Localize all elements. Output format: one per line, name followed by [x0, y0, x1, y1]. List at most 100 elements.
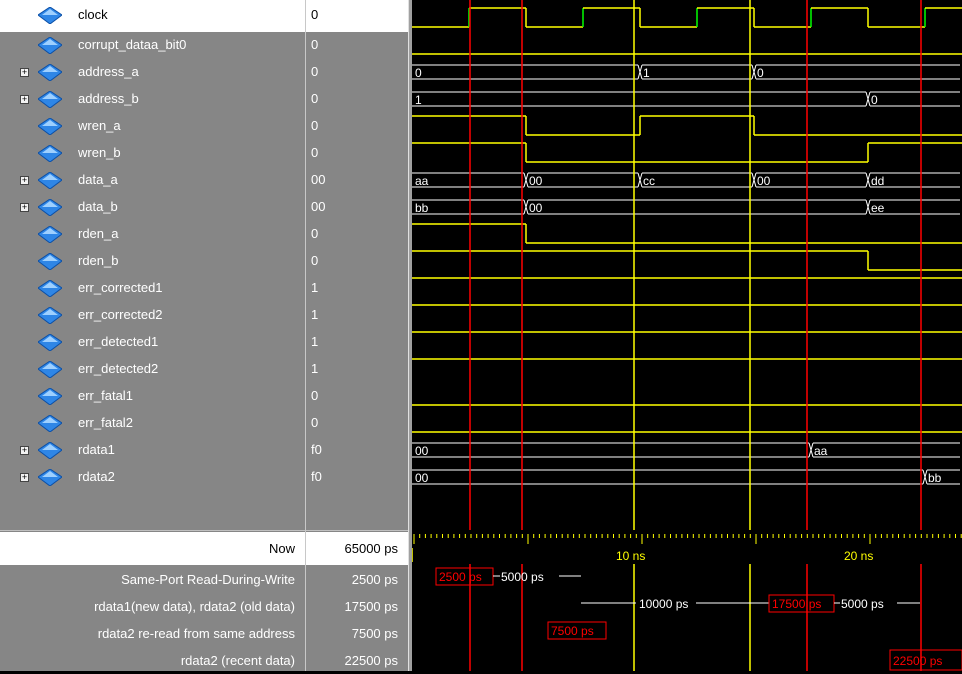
expand-icon[interactable]: + [20, 202, 29, 212]
cursor-value: 7500 ps [351, 626, 398, 641]
cursor-timeline-pane[interactable]: 10 ns 20 ns 2500 ps 5000 ps 10000 ps 17500 ps… [412, 530, 962, 671]
signal-value: 0 [311, 226, 319, 241]
expand-icon[interactable]: + [20, 445, 29, 455]
cursor-value: 22500 ps [344, 653, 399, 668]
signal-row-err_fatal2[interactable]: err_fatal2 [0, 410, 305, 437]
signal-value: f0 [311, 469, 322, 484]
cursor-delta-label: 5000 ps [841, 597, 884, 611]
cursor-value: 2500 ps [351, 572, 398, 587]
signal-value: 0 [311, 388, 319, 403]
expand-icon[interactable]: + [20, 175, 29, 185]
signal-value-rdata2: f0 [306, 464, 408, 491]
pane-splitter[interactable] [408, 0, 412, 671]
signal-row-rden_b[interactable]: rden_b [0, 248, 305, 275]
signal-name: clock [78, 7, 108, 22]
signal-row-data_b[interactable]: + data_b [0, 194, 305, 221]
signal-row-err_fatal1[interactable]: err_fatal1 [0, 383, 305, 410]
signal-value: 0 [311, 118, 319, 133]
signal-row-err_detected1[interactable]: err_detected1 [0, 329, 305, 356]
cursor-row[interactable]: rdata2 re-read from same address [0, 620, 305, 647]
signal-diamond-icon [38, 7, 62, 24]
signal-name: err_detected1 [78, 334, 159, 349]
cursor-row[interactable]: Same-Port Read-During-Write [0, 566, 305, 593]
cursor-time-box[interactable] [889, 649, 962, 671]
bus-value-label: 1 [643, 66, 650, 80]
signal-value-corrupt_dataa_bit0: 0 [306, 32, 408, 59]
pane-divider[interactable] [305, 0, 306, 671]
signal-value: 0 [311, 64, 319, 79]
bus-value-label: 00 [415, 444, 429, 458]
signal-value: f0 [311, 442, 322, 457]
expand-icon[interactable]: + [20, 67, 29, 77]
bus-value-label: 00 [529, 174, 543, 188]
cursor-value-row: 22500 ps [306, 647, 408, 674]
cursor-label: Same-Port Read-During-Write [121, 572, 295, 587]
signal-diamond-icon [38, 37, 62, 54]
cursor-row[interactable]: rdata1(new data), rdata2 (old data) [0, 593, 305, 620]
cursor-delta-label: 10000 ps [639, 597, 688, 611]
cursor-label: rdata2 (recent data) [180, 653, 295, 668]
signal-row-wren_a[interactable]: wren_a [0, 113, 305, 140]
signal-row-rdata2[interactable]: + rdata2 [0, 464, 305, 491]
cursor-value-row: 17500 ps [306, 593, 408, 620]
expand-icon[interactable]: + [20, 472, 29, 482]
signal-row-err_corrected2[interactable]: err_corrected2 [0, 302, 305, 329]
signal-name: rdata2 [78, 469, 115, 484]
signal-row-wren_b[interactable]: wren_b [0, 140, 305, 167]
cursor-row[interactable]: rdata2 (recent data) [0, 647, 305, 674]
signal-row-address_b[interactable]: + address_b [0, 86, 305, 113]
signal-name: err_corrected1 [78, 280, 163, 295]
signal-name: corrupt_dataa_bit0 [78, 37, 187, 52]
waveform-pane[interactable]: 0 1 0 1 0 aa 00 cc 00 dd bb 00 ee 00 aa 00 bb [412, 0, 962, 530]
cursor-name-pane: Now Same-Port Read-During-Write rdata1(new… [0, 530, 305, 671]
signal-row-rden_a[interactable]: rden_a [0, 221, 305, 248]
bus-value-label: 1 [415, 93, 422, 107]
bus-value-label: aa [814, 444, 828, 458]
signal-value-wren_b: 0 [306, 140, 408, 167]
signal-name: err_fatal1 [78, 388, 133, 403]
signal-value: 0 [311, 37, 319, 52]
signal-name: data_b [78, 199, 118, 214]
signal-row-data_a[interactable]: + data_a [0, 167, 305, 194]
bus-value-label: cc [643, 174, 655, 188]
signal-row-err_corrected1[interactable]: err_corrected1 [0, 275, 305, 302]
signal-diamond-icon [38, 361, 62, 378]
signal-name: err_fatal2 [78, 415, 133, 430]
expand-icon[interactable]: + [20, 94, 29, 104]
signal-diamond-icon [38, 118, 62, 135]
signal-row-err_detected2[interactable]: err_detected2 [0, 356, 305, 383]
tick-label: 20 ns [844, 549, 873, 563]
signal-value: 0 [311, 91, 319, 106]
signal-value-rdata1: f0 [306, 437, 408, 464]
cursor-time-box[interactable] [547, 621, 607, 640]
signal-diamond-icon [38, 199, 62, 216]
signal-row-corrupt_dataa_bit0[interactable]: corrupt_dataa_bit0 [0, 32, 305, 59]
signal-row-rdata1[interactable]: + rdata1 [0, 437, 305, 464]
signal-name: address_b [78, 91, 139, 106]
bus-value-label: bb [415, 201, 429, 215]
cursor-time-label[interactable]: 22500 ps [893, 654, 942, 668]
signal-name-pane: clock corrupt_dataa_bit0 + address_a + addres… [0, 0, 305, 530]
signal-name: err_corrected2 [78, 307, 163, 322]
cursor-time-label[interactable]: 17500 ps [772, 597, 821, 611]
signal-row-address_a[interactable]: + address_a [0, 59, 305, 86]
bus-value-label: 0 [757, 66, 764, 80]
signal-value-data_a: 00 [306, 167, 408, 194]
signal-value-err_fatal1: 0 [306, 383, 408, 410]
signal-name: wren_b [78, 145, 121, 160]
cursor-time-label[interactable]: 7500 ps [551, 624, 594, 638]
bus-value-label: 0 [415, 66, 422, 80]
bus-value-label: 00 [757, 174, 771, 188]
signal-value: 0 [311, 7, 319, 22]
signal-value-err_fatal2: 0 [306, 410, 408, 437]
signal-value: 1 [311, 280, 319, 295]
signal-value-pane: 0 0 0 0 0 0 00 00 0 0 1 1 1 1 0 0 f0 f0 [306, 0, 408, 530]
cursor-time-label[interactable]: 2500 ps [439, 570, 482, 584]
signal-value: 0 [311, 145, 319, 160]
cursor-value: 17500 ps [344, 599, 399, 614]
signal-value-address_b: 0 [306, 86, 408, 113]
signal-diamond-icon [38, 253, 62, 270]
signal-row-clock[interactable]: clock [0, 0, 305, 32]
signal-value-data_b: 00 [306, 194, 408, 221]
